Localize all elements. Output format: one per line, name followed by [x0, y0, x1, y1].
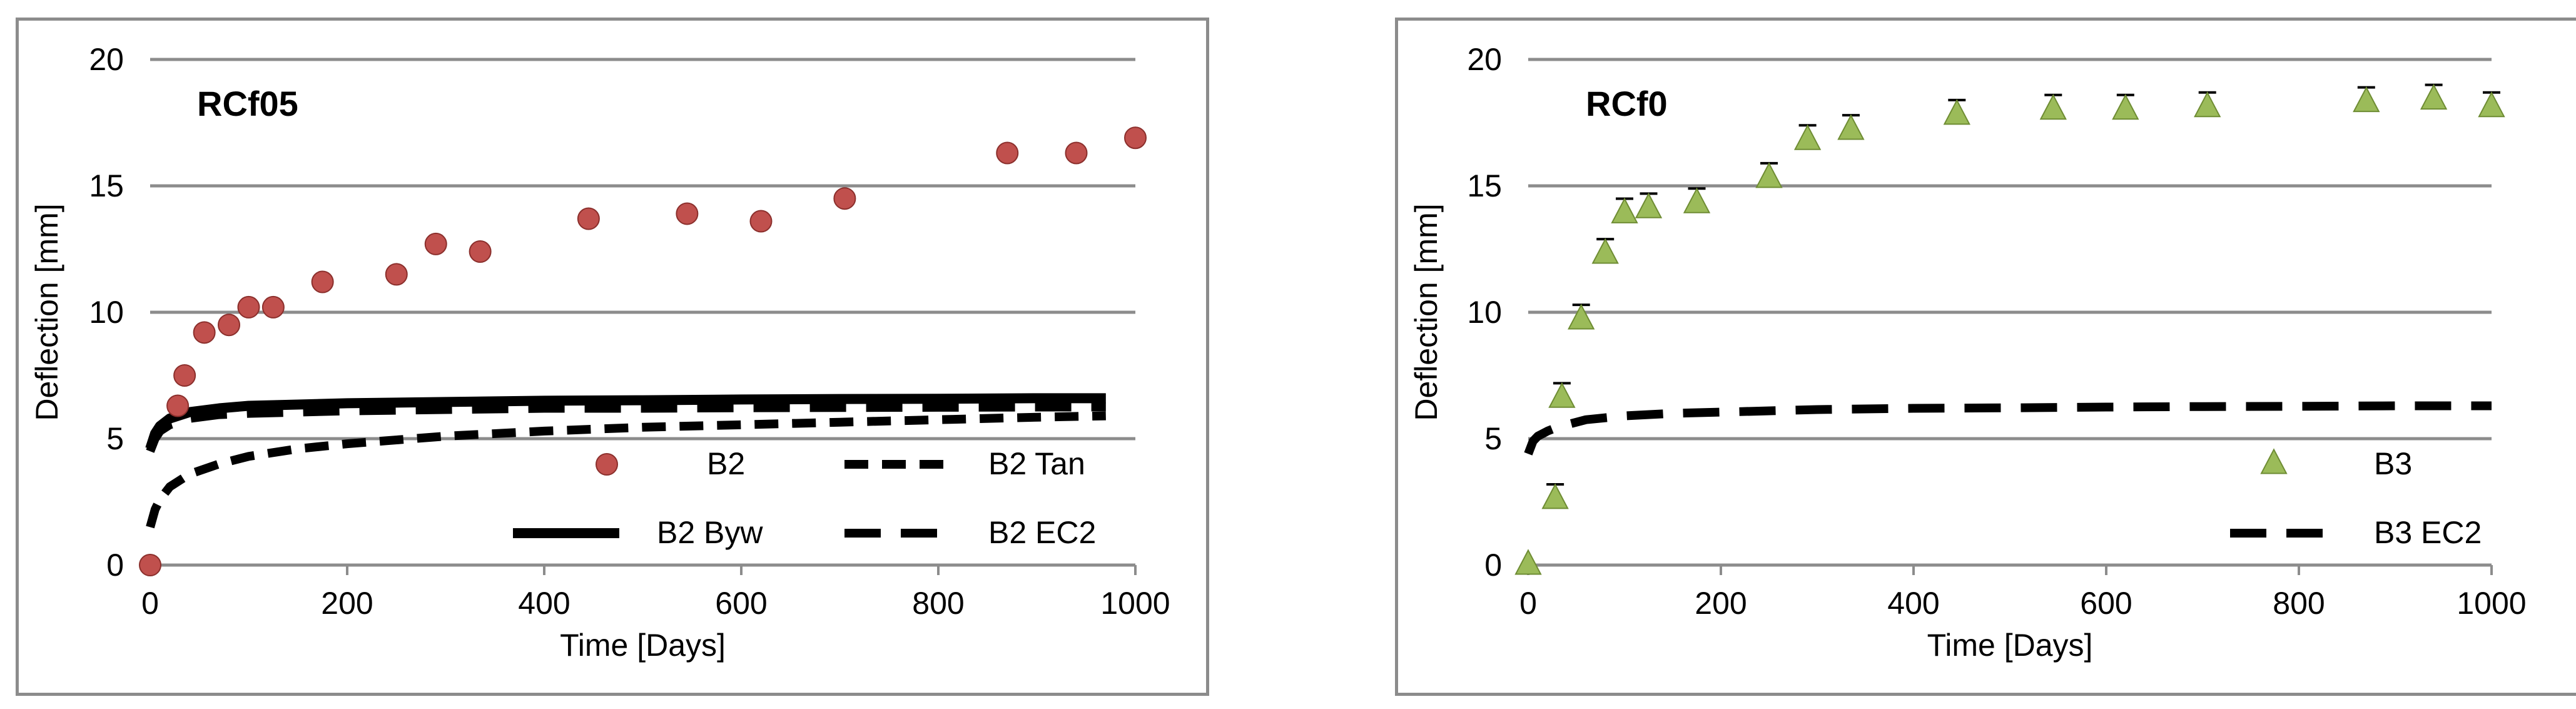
chart0-b2-point-6 [261, 295, 285, 319]
chart0-legend-label-b2-tan: B2 Tan [988, 446, 1085, 481]
chart0-series-b2-byw-line [145, 393, 1106, 451]
chart0-x-tick-label-1000: 1000 [1100, 586, 1170, 621]
chart0-y-tick-label-5: 5 [106, 421, 124, 456]
chart1-legend-label-b3: B3 [2374, 446, 2412, 481]
chart0-y-tick-label-10: 10 [89, 295, 124, 330]
chart1-b3-point-14 [2194, 91, 2221, 118]
chart1-b3-point-17 [2478, 91, 2505, 118]
chart1-x-axis-title: Time [Days] [1927, 628, 2093, 663]
chart1-chart-title: RCf0 [1586, 84, 1668, 123]
chart0-b2-point-1 [166, 394, 190, 417]
chart1-b3-point-16 [2420, 83, 2448, 110]
chart1-b3-point-11 [1943, 99, 1970, 125]
chart0-b2-point-2 [173, 364, 196, 387]
chart0-b2-point-3 [193, 321, 216, 344]
chart1-y-tick-label-20: 20 [1467, 42, 1502, 77]
chart1-x-tick-label-0: 0 [1519, 586, 1537, 621]
chart0-b2-point-8 [385, 263, 408, 286]
chart-rcf0: 0 5 10 15 20 0 200 400 600 800 1000 Time [Days] Defl… [1395, 18, 2576, 696]
chart0-b2-point-9 [424, 232, 447, 255]
chart1-b3-point-5 [1611, 197, 1638, 223]
chart0-chart-title: RCf05 [197, 84, 298, 123]
chart1-series-b3-markers [1514, 83, 2505, 575]
chart1-legend: B3 B3 EC2 [2230, 446, 2482, 550]
chart1-x-tick-label-600: 600 [2080, 586, 2132, 621]
chart1-b3-point-0 [1514, 549, 1542, 575]
chart0-series-b2-ec2-line [146, 402, 1106, 453]
chart1-b3-point-7 [1683, 187, 1711, 213]
chart0-b2-point-5 [237, 295, 260, 319]
chart1-b3-point-8 [1755, 162, 1783, 188]
chart1-b3-point-6 [1635, 192, 1663, 218]
chart1-x-tick-label-1000: 1000 [2457, 586, 2526, 621]
chart0-x-tick-label-0: 0 [141, 586, 159, 621]
chart1-b3-point-12 [2039, 94, 2067, 120]
chart1-b3-point-13 [2112, 94, 2139, 120]
chart0-b2-point-15 [996, 141, 1019, 165]
chart0-y-axis-title: Deflection [mm] [29, 203, 64, 421]
chart0-y-tick-label-15: 15 [89, 168, 124, 203]
chart1-y-tick-label-0: 0 [1484, 548, 1502, 583]
chart1-x-tick-label-800: 800 [2273, 586, 2325, 621]
chart0-x-tick-label-800: 800 [912, 586, 964, 621]
chart0-legend-swatch-b2 [596, 453, 618, 476]
chart0-b2-point-10 [469, 240, 492, 263]
chart0-b2-point-16 [1065, 141, 1088, 165]
chart0-x-tick-label-200: 200 [321, 586, 373, 621]
chart0-b2-point-11 [577, 207, 600, 230]
chart0-y-tick-label-20: 20 [89, 42, 124, 77]
chart1-b3-point-9 [1793, 124, 1822, 150]
chart1-legend-label-b3-ec2: B3 EC2 [2374, 515, 2482, 550]
chart0-b2-point-0 [139, 554, 161, 576]
chart1-x-tick-label-200: 200 [1695, 586, 1747, 621]
chart1-series-b3-ec2-line [1524, 401, 2492, 456]
chart1-b3-point-4 [1591, 238, 1619, 264]
chart1-b3-point-3 [1568, 303, 1595, 330]
chart1-y-tick-label-15: 15 [1467, 168, 1502, 203]
chart0-b2-point-17 [1124, 126, 1147, 150]
chart1-x-tick-label-400: 400 [1887, 586, 1939, 621]
chart0-x-tick-label-600: 600 [715, 586, 767, 621]
chart1-b3-point-1 [1541, 483, 1569, 509]
chart1-b3-point-10 [1837, 114, 1865, 140]
chart1-b3-point-2 [1548, 382, 1576, 408]
chart1-legend-swatch-b3 [2260, 448, 2288, 474]
chart0-x-axis-title: Time [Days] [560, 628, 726, 663]
chart0-b2-point-7 [311, 270, 334, 293]
chart0-y-tick-label-0: 0 [106, 548, 124, 583]
chart0-x-tick-label-400: 400 [518, 586, 570, 621]
chart0-b2-point-14 [833, 187, 856, 210]
chart0-b2-point-12 [676, 202, 699, 225]
chart0-legend-label-b2-ec2: B2 EC2 [988, 515, 1096, 550]
chart0-series-b2-tan-line [146, 411, 1106, 529]
chart0-series-b2-markers [139, 126, 1147, 576]
chart1-y-axis-title: Deflection [mm] [1409, 203, 1444, 421]
chart0-legend-label-b2: B2 [707, 446, 745, 481]
chart0-b2-point-13 [749, 210, 773, 233]
chart0-legend: B2 B2 Tan B2 Byw B2 EC2 [513, 446, 1096, 550]
chart1-b3-point-15 [2353, 86, 2380, 113]
chart-rcf05: 0 5 10 15 20 0 200 400 600 800 1000 Time [Days] Defl… [16, 18, 1209, 696]
chart1-y-tick-label-10: 10 [1467, 295, 1502, 330]
chart0-b2-point-4 [218, 314, 240, 337]
chart1-y-tick-label-5: 5 [1484, 421, 1502, 456]
chart0-legend-label-b2-byw: B2 Byw [657, 515, 763, 550]
